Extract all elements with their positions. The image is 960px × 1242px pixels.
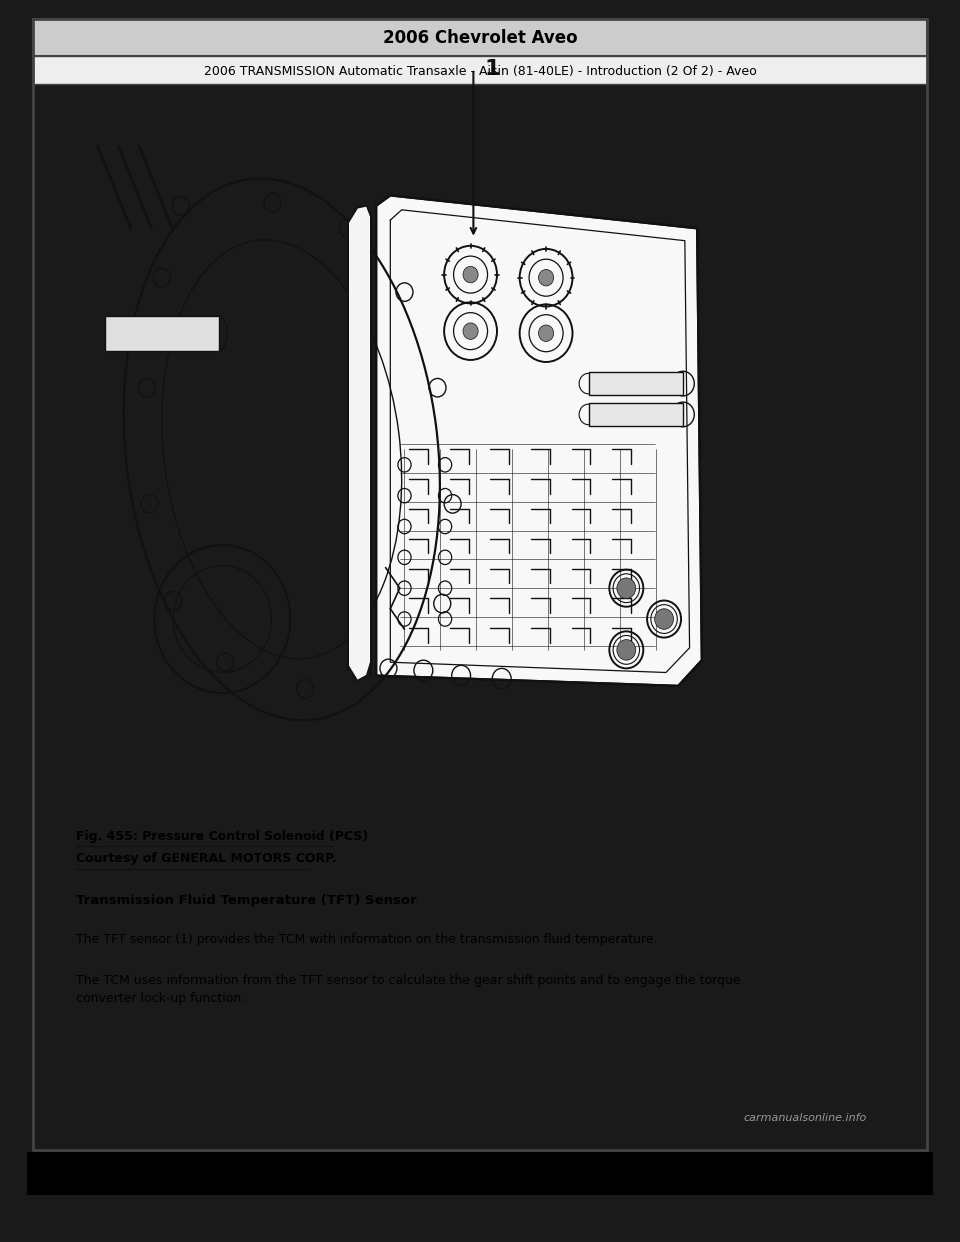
Text: The TCM uses information from the TFT sensor to calculate the gear shift points : The TCM uses information from the TFT se… <box>76 974 740 1005</box>
Bar <box>588 404 683 426</box>
Polygon shape <box>376 195 702 686</box>
Text: 1: 1 <box>485 58 500 79</box>
Text: Transmission Fluid Temperature (TFT) Sensor: Transmission Fluid Temperature (TFT) Sen… <box>76 893 417 907</box>
Bar <box>106 315 219 350</box>
Circle shape <box>617 578 636 599</box>
Text: 2006 TRANSMISSION Automatic Transaxle - Aisin (81-40LE) - Introduction (2 Of 2) : 2006 TRANSMISSION Automatic Transaxle - … <box>204 65 756 77</box>
Circle shape <box>463 323 478 339</box>
Text: Fig. 455: Pressure Control Solenoid (PCS): Fig. 455: Pressure Control Solenoid (PCS… <box>76 830 369 843</box>
Bar <box>33 19 927 56</box>
Text: The TFT sensor (1) provides the TCM with information on the transmission fluid t: The TFT sensor (1) provides the TCM with… <box>76 933 658 945</box>
Circle shape <box>539 270 554 286</box>
Circle shape <box>655 609 674 630</box>
Circle shape <box>539 325 554 342</box>
Text: Courtesy of GENERAL MOTORS CORP.: Courtesy of GENERAL MOTORS CORP. <box>76 852 337 866</box>
Text: 2006 Chevrolet Aveo: 2006 Chevrolet Aveo <box>383 29 577 47</box>
Circle shape <box>463 266 478 283</box>
Bar <box>588 373 683 395</box>
Bar <box>33 56 927 84</box>
Polygon shape <box>348 206 372 681</box>
Bar <box>27 1151 933 1203</box>
Text: carmanualsonline.info: carmanualsonline.info <box>744 1113 867 1123</box>
Circle shape <box>617 640 636 661</box>
